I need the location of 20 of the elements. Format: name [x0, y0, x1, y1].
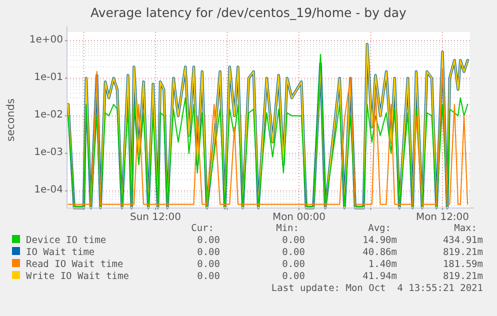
- text: Last update: Mon Oct 4 13:55:21 2021: [271, 283, 484, 294]
- legend-label: Read IO Wait time: [26, 259, 124, 270]
- text: 0.00 0.00 41.94m 819.21m: [197, 271, 483, 282]
- legend-label: Device IO time: [26, 235, 106, 246]
- y-tick-label: 1e-01: [34, 72, 63, 84]
- chart-title: Average latency for /dev/centos_19/home - by day: [90, 5, 408, 20]
- text: Cur: Min: Avg: Max:: [191, 223, 477, 234]
- x-tick-label: Mon 12:00: [416, 212, 470, 223]
- y-axis-title: seconds: [5, 98, 17, 142]
- y-tick-label: 1e-03: [34, 147, 63, 158]
- text: 0.00 0.00 14.90m 434.91m: [197, 235, 483, 246]
- legend-label: IO Wait time: [26, 247, 95, 258]
- x-tick-label: Sun 12:00: [130, 212, 182, 223]
- y-tick-label: 1e-02: [34, 110, 63, 121]
- text: 0.00 0.00 1.40m 181.59m: [197, 259, 483, 270]
- legend-label: Write IO Wait time: [26, 271, 130, 282]
- y-tick-label: 1e-04: [34, 184, 63, 196]
- text: 0.00 0.00 40.86m 819.21m: [197, 247, 483, 258]
- y-tick-label: 1e+00: [29, 34, 63, 46]
- x-tick-label: Mon 00:00: [272, 212, 326, 223]
